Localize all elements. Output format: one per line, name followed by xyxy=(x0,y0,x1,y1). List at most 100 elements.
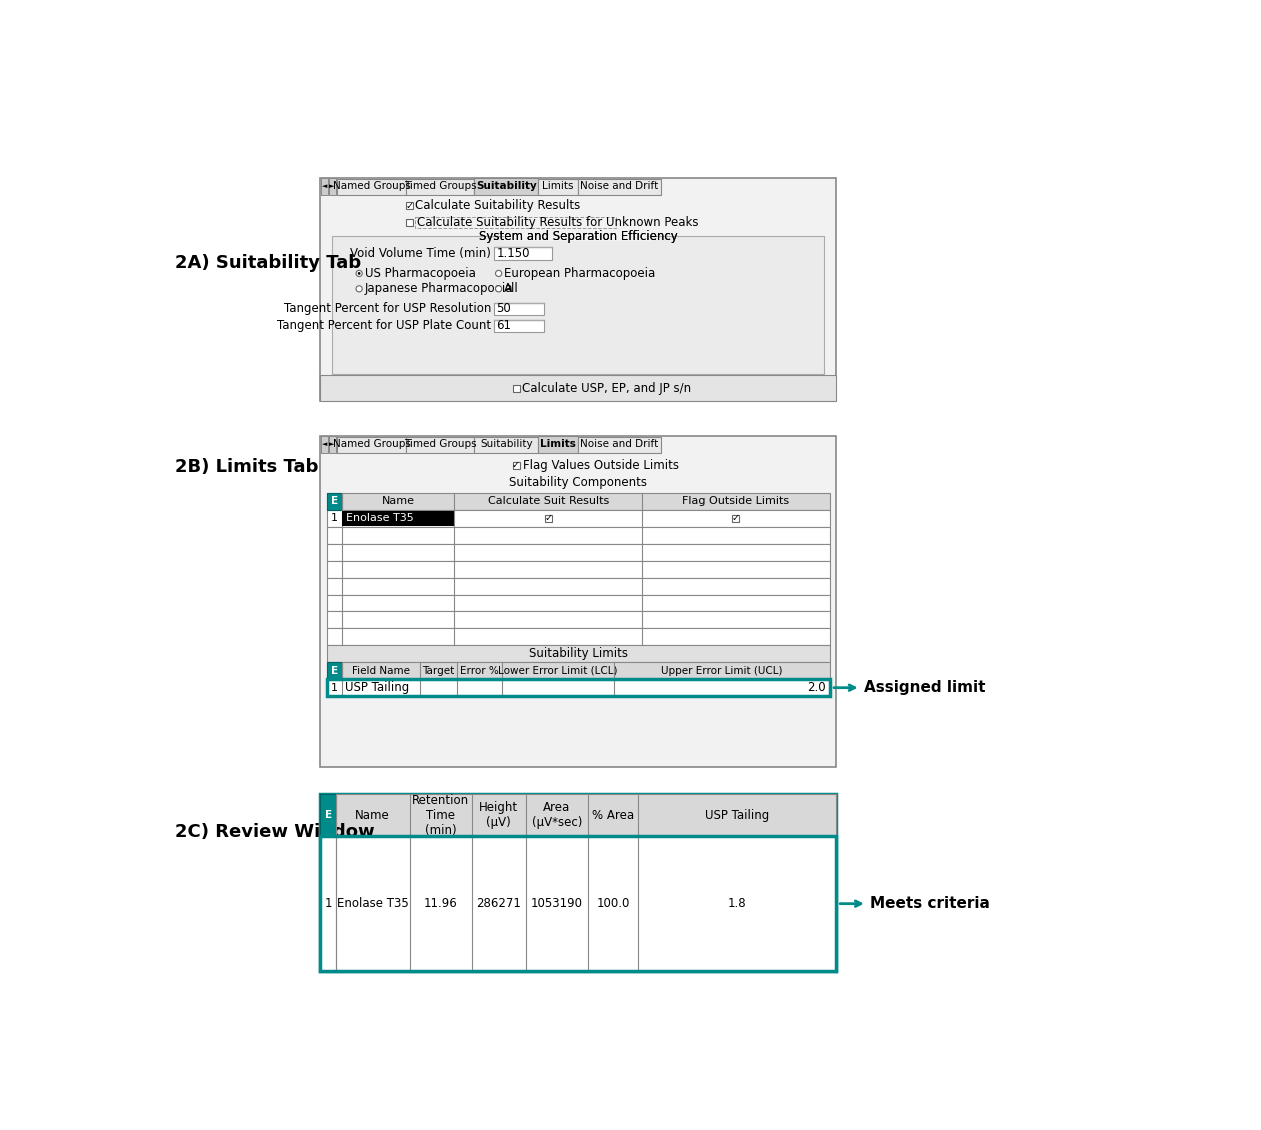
Bar xyxy=(320,794,836,971)
Text: ►: ► xyxy=(329,442,334,447)
Text: ►: ► xyxy=(329,183,334,190)
Bar xyxy=(320,794,335,836)
Bar xyxy=(512,462,520,469)
Bar xyxy=(538,436,578,453)
Text: Height
(μV): Height (μV) xyxy=(479,801,518,829)
Text: Timed Groups: Timed Groups xyxy=(404,182,477,191)
Text: 286271: 286271 xyxy=(477,897,521,910)
Bar xyxy=(329,177,335,194)
Text: 2C) Review Window: 2C) Review Window xyxy=(175,824,375,842)
Text: Area
(μV*sec): Area (μV*sec) xyxy=(532,801,581,829)
Bar xyxy=(327,662,342,679)
Text: 1.150: 1.150 xyxy=(497,247,530,260)
Text: ✓: ✓ xyxy=(731,513,740,523)
Text: System and Separation Efficiency: System and Separation Efficiency xyxy=(479,231,677,243)
Bar xyxy=(474,437,538,453)
Text: % Area: % Area xyxy=(591,809,634,822)
Text: 11.96: 11.96 xyxy=(424,897,458,910)
Circle shape xyxy=(496,270,502,277)
Text: Japanese Pharmacopoeia: Japanese Pharmacopoeia xyxy=(364,282,513,295)
Bar xyxy=(327,493,830,510)
Bar xyxy=(327,560,830,577)
Text: Flag Values Outside Limits: Flag Values Outside Limits xyxy=(523,459,678,471)
Bar xyxy=(327,510,830,527)
Text: Suitability: Suitability xyxy=(475,182,537,191)
Text: Calculate Suitability Results for Unknown Peaks: Calculate Suitability Results for Unknow… xyxy=(417,216,699,229)
Text: System and Separation Efficiency: System and Separation Efficiency xyxy=(479,231,677,243)
Text: Name: Name xyxy=(356,809,390,822)
Text: ✓: ✓ xyxy=(512,460,520,470)
Circle shape xyxy=(356,270,362,277)
Text: 2A) Suitability Tab: 2A) Suitability Tab xyxy=(175,254,361,272)
Text: USP Tailing: USP Tailing xyxy=(346,681,410,694)
Text: 2.0: 2.0 xyxy=(807,681,826,694)
Text: Lower Error Limit (LCL): Lower Error Limit (LCL) xyxy=(498,666,618,676)
Bar xyxy=(415,217,617,228)
Bar xyxy=(474,177,538,194)
Text: Named Groups: Named Groups xyxy=(333,182,411,191)
Text: 2B) Limits Tab: 2B) Limits Tab xyxy=(175,458,318,476)
Text: ✓: ✓ xyxy=(406,201,414,210)
Bar xyxy=(406,219,414,226)
Bar xyxy=(327,577,830,594)
Bar xyxy=(327,662,830,679)
Text: Noise and Drift: Noise and Drift xyxy=(580,182,658,191)
Text: Tangent Percent for USP Resolution: Tangent Percent for USP Resolution xyxy=(284,303,491,315)
Text: Field Name: Field Name xyxy=(352,666,410,676)
Bar xyxy=(338,180,406,194)
Bar xyxy=(342,511,454,525)
Text: Tangent Percent for USP Plate Count: Tangent Percent for USP Plate Count xyxy=(276,320,491,332)
Text: ◄: ◄ xyxy=(322,183,327,190)
Bar xyxy=(538,180,578,194)
Text: Calculate Suitability Results: Calculate Suitability Results xyxy=(415,199,580,212)
Text: All: All xyxy=(504,282,518,295)
Text: USP Tailing: USP Tailing xyxy=(705,809,769,822)
Bar xyxy=(733,515,739,522)
Text: Limits: Limits xyxy=(542,182,574,191)
Text: US Pharmacopoeia: US Pharmacopoeia xyxy=(364,267,475,280)
Text: Name: Name xyxy=(382,496,415,506)
Text: Flag Outside Limits: Flag Outside Limits xyxy=(682,496,789,506)
Bar xyxy=(327,544,830,560)
Bar xyxy=(327,527,830,544)
Text: Retention
Time
(min): Retention Time (min) xyxy=(412,793,469,836)
Text: Suitability Limits: Suitability Limits xyxy=(528,647,628,660)
Bar xyxy=(512,384,520,392)
Bar xyxy=(329,436,335,453)
Bar xyxy=(327,679,830,696)
Circle shape xyxy=(358,272,361,275)
Text: 1.8: 1.8 xyxy=(728,897,747,910)
Bar xyxy=(406,202,414,209)
Text: Limits: Limits xyxy=(540,440,576,450)
Text: ✓: ✓ xyxy=(545,513,552,523)
Bar xyxy=(504,231,652,241)
Bar xyxy=(494,320,545,332)
Bar xyxy=(322,177,328,194)
Bar xyxy=(320,836,836,971)
Bar xyxy=(322,436,328,453)
Text: 50: 50 xyxy=(497,303,511,315)
Text: European Pharmacopoeia: European Pharmacopoeia xyxy=(504,267,656,280)
Text: 1: 1 xyxy=(330,683,338,693)
Text: Meets criteria: Meets criteria xyxy=(870,896,990,911)
Bar xyxy=(327,628,830,645)
Bar xyxy=(320,177,836,401)
Text: Void Volume Time (min): Void Volume Time (min) xyxy=(351,247,491,260)
Text: E: E xyxy=(324,810,332,820)
Circle shape xyxy=(356,286,362,292)
Text: Suitability: Suitability xyxy=(480,440,532,450)
Text: 1053190: 1053190 xyxy=(531,897,583,910)
Text: E: E xyxy=(330,666,338,676)
Bar xyxy=(545,515,552,522)
Bar xyxy=(578,180,661,194)
Bar xyxy=(494,303,545,315)
Text: 61: 61 xyxy=(497,320,511,332)
Text: Named Groups: Named Groups xyxy=(333,440,411,450)
Bar xyxy=(320,836,836,971)
Bar xyxy=(320,375,836,401)
Text: Target: Target xyxy=(422,666,454,676)
Circle shape xyxy=(496,286,502,292)
Bar xyxy=(332,236,825,374)
Bar xyxy=(494,247,552,260)
Bar xyxy=(320,794,836,836)
